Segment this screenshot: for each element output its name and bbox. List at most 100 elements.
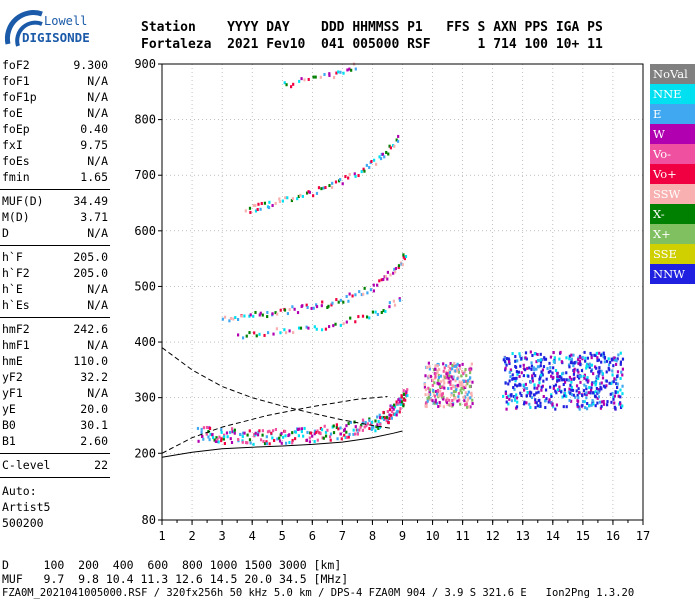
echo-point <box>241 435 244 439</box>
spread-point <box>515 396 519 400</box>
spread-point <box>427 392 430 396</box>
spread-point <box>599 353 603 357</box>
echo-point <box>215 440 219 444</box>
echo-point <box>244 441 248 445</box>
param-row: B1 2.60 <box>2 434 108 448</box>
spread-point <box>590 353 593 357</box>
spread-point <box>575 360 578 364</box>
spread-point <box>539 401 542 405</box>
spread-point <box>429 388 432 392</box>
spread-point <box>464 403 467 407</box>
echo-point <box>229 437 232 441</box>
spread-point <box>549 385 552 389</box>
spread-point <box>538 377 541 381</box>
echo-point <box>305 438 309 442</box>
spread-point <box>453 397 456 401</box>
echo-point <box>384 275 387 279</box>
spread-point <box>583 373 586 377</box>
spread-point <box>593 353 596 357</box>
echo-point <box>376 312 379 316</box>
echo-point <box>391 410 394 414</box>
spread-point <box>550 393 553 397</box>
spread-point <box>437 378 440 382</box>
echo-point <box>240 314 243 318</box>
spread-point <box>621 373 624 377</box>
spread-point <box>585 362 589 366</box>
spread-point <box>460 374 463 378</box>
spread-point <box>592 372 595 376</box>
spread-point <box>448 398 451 402</box>
spread-point <box>577 356 580 360</box>
autoscaler-version: 500200 <box>2 516 44 530</box>
echo-point <box>220 439 223 443</box>
spread-point <box>530 396 534 400</box>
spread-point <box>505 407 508 411</box>
spread-point <box>602 351 605 355</box>
spread-point <box>463 379 466 383</box>
spread-point <box>469 368 472 372</box>
spread-point <box>565 394 568 398</box>
legend-item: Vo- <box>650 144 695 164</box>
spread-point <box>462 387 465 391</box>
echo-point <box>366 422 370 426</box>
spread-point <box>514 379 517 383</box>
echo-point <box>278 436 281 440</box>
echo-point <box>316 438 319 442</box>
echo-point <box>356 432 359 436</box>
echo-point <box>358 290 361 294</box>
echo-point <box>280 431 283 435</box>
echo-point <box>272 429 275 433</box>
echo-point <box>392 299 395 303</box>
spread-point <box>594 404 597 408</box>
spread-point <box>434 372 437 376</box>
spread-point <box>428 367 431 371</box>
lowell-digisonde-logo: Lowell DIGISONDE <box>4 10 90 47</box>
legend-item: X- <box>650 204 695 224</box>
spread-point <box>461 380 464 384</box>
echo-point <box>383 416 387 420</box>
echo-point <box>374 419 377 423</box>
echo-point <box>305 303 308 307</box>
logo-line2: DIGISONDE <box>22 30 90 45</box>
spread-point <box>619 406 623 410</box>
spread-point <box>519 364 522 368</box>
spread-point <box>423 383 427 387</box>
echo-point <box>292 331 295 335</box>
spread-point <box>578 391 581 395</box>
spread-point <box>588 386 591 390</box>
spread-point <box>460 391 463 395</box>
spread-point <box>609 360 612 364</box>
y-tick-label: 500 <box>134 279 156 293</box>
spread-point <box>552 351 555 355</box>
spread-point <box>576 403 579 407</box>
echo-point <box>331 301 334 305</box>
spread-point <box>570 377 573 381</box>
spread-point <box>511 377 514 381</box>
spread-point <box>466 379 469 383</box>
spread-point <box>431 399 434 403</box>
echo-point <box>378 413 381 417</box>
echo-point <box>404 255 408 259</box>
spread-point <box>516 372 519 376</box>
echo-point <box>393 403 396 407</box>
spread-point <box>557 375 560 379</box>
echo-point <box>379 422 382 426</box>
echo-point <box>259 311 262 315</box>
spread-point <box>596 356 599 360</box>
spread-point <box>520 356 523 360</box>
echo-point <box>280 441 283 445</box>
spread-point <box>585 407 589 411</box>
echo-point <box>202 437 205 441</box>
echo-point <box>255 334 258 338</box>
x-tick-label: 14 <box>546 529 560 543</box>
echo-point <box>266 430 270 434</box>
echo-point <box>290 199 294 203</box>
spread-point <box>588 365 591 369</box>
spread-point <box>606 400 609 404</box>
echo-point <box>299 326 303 330</box>
spread-point <box>513 387 516 391</box>
spread-point <box>458 398 461 402</box>
echo-point <box>395 413 398 417</box>
echo-point <box>320 304 323 308</box>
echo-point <box>293 307 296 311</box>
